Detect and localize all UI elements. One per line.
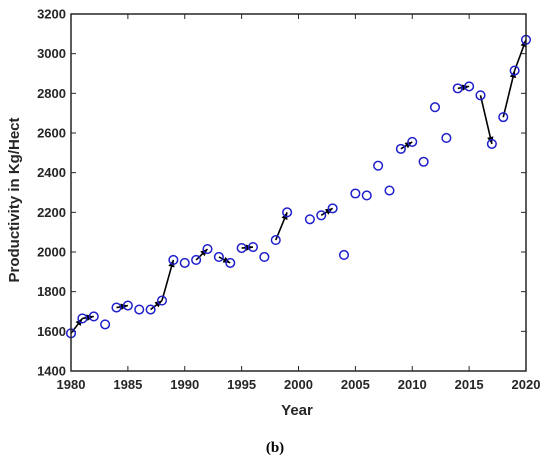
data-point (213, 251, 224, 263)
data-point (316, 210, 327, 221)
data-point (429, 102, 441, 113)
data-point (327, 203, 338, 214)
trend-arrow (195, 248, 209, 261)
y-tick-label: 1800 (37, 284, 66, 299)
data-point (88, 311, 99, 322)
data-point (509, 65, 520, 76)
data-point (304, 214, 315, 225)
data-points (65, 34, 532, 339)
data-point (350, 188, 361, 199)
scatter-chart: 1400 1600 1800 2000 2200 2400 2600 2800 3000 3200… (6, 7, 541, 420)
x-tick-label: 2000 (284, 377, 313, 392)
data-point (111, 302, 122, 313)
data-point (395, 143, 406, 154)
y-tick-label: 2800 (37, 86, 66, 101)
trend-arrow (241, 244, 254, 251)
trend-arrow (218, 256, 231, 264)
data-point (418, 156, 429, 167)
data-point (384, 185, 395, 196)
data-point (452, 83, 463, 94)
x-tick-label: 2010 (398, 377, 427, 392)
trend-arrow (479, 95, 494, 145)
data-point (179, 257, 190, 268)
data-point (191, 254, 202, 265)
y-tick-label: 2600 (37, 126, 66, 141)
y-tick-label: 2400 (37, 165, 66, 180)
data-point (145, 304, 156, 315)
trend-arrows (70, 39, 527, 334)
plot-frame (70, 13, 527, 372)
data-point (464, 81, 475, 92)
y-tick-label: 2200 (37, 205, 66, 220)
data-point (338, 249, 350, 261)
data-point (498, 112, 509, 123)
x-tick-label: 1980 (57, 377, 86, 392)
x-tick-label: 2015 (455, 377, 484, 392)
x-tick-label: 1995 (227, 377, 256, 392)
y-tick-label: 3200 (37, 7, 66, 22)
panel-label: (b) (265, 440, 285, 456)
y-axis-label: Productivity in Kg/Hect (6, 117, 23, 282)
x-axis-label: Year (281, 402, 313, 419)
trend-arrow (502, 70, 517, 118)
data-point (236, 242, 247, 254)
y-axis-ticks: 1400 1600 1800 2000 2200 2400 2600 2800 3000 3200 (37, 7, 526, 379)
data-point (134, 304, 145, 315)
data-point (407, 136, 418, 147)
data-point (168, 254, 179, 265)
data-point (475, 90, 486, 101)
data-point (441, 132, 452, 144)
data-point (77, 313, 88, 324)
data-point (100, 319, 111, 330)
data-point (259, 251, 270, 263)
x-tick-label: 2020 (512, 377, 541, 392)
trend-arrow (70, 317, 84, 334)
trend-arrow (150, 299, 163, 311)
x-tick-label: 1990 (170, 377, 199, 392)
y-tick-label: 1400 (37, 364, 66, 379)
data-point (247, 241, 259, 253)
y-tick-label: 1600 (37, 324, 66, 339)
data-point (202, 243, 213, 255)
data-point (122, 300, 133, 311)
data-point (156, 295, 168, 306)
x-tick-label: 1985 (113, 377, 142, 392)
data-point (270, 235, 281, 246)
data-point (486, 138, 497, 149)
data-point (225, 257, 236, 268)
trend-arrow (161, 259, 175, 301)
y-tick-label: 3000 (37, 46, 66, 61)
x-tick-label: 2005 (341, 377, 370, 392)
data-point (282, 207, 293, 218)
y-tick-label: 2000 (37, 245, 66, 260)
x-axis-ticks: 1980 1985 1990 1995 2000 2005 2010 2015 2020 (57, 14, 541, 392)
data-point (361, 190, 372, 201)
data-point (373, 160, 384, 171)
